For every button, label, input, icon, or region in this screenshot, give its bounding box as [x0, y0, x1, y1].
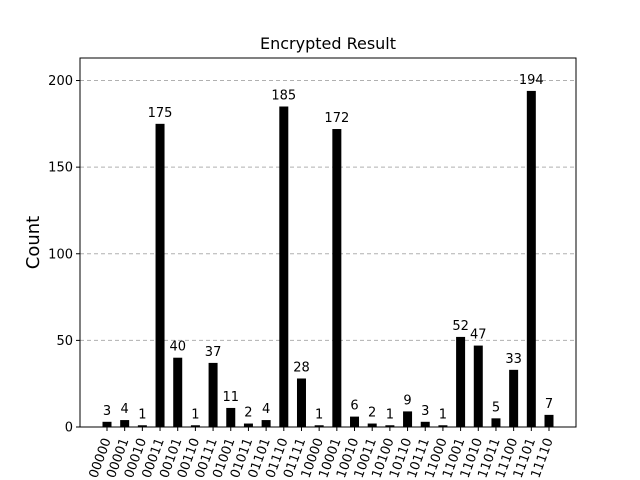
- bar: [420, 421, 430, 427]
- data-label: 1: [386, 407, 394, 422]
- bar: [403, 411, 413, 427]
- bars: [102, 90, 554, 427]
- bar: [279, 106, 289, 427]
- bar: [120, 420, 130, 427]
- data-label: 9: [403, 393, 411, 408]
- data-label: 52: [452, 319, 469, 334]
- y-axis-label: Count: [23, 216, 44, 269]
- bar: [456, 336, 466, 427]
- plot-frame: [79, 57, 577, 428]
- data-label: 175: [148, 106, 173, 121]
- y-tick-label: 150: [48, 161, 73, 176]
- bar: [544, 414, 554, 427]
- data-label: 172: [324, 111, 349, 126]
- bar: [190, 425, 200, 427]
- bar: [243, 423, 253, 427]
- bar: [102, 421, 112, 427]
- data-label: 33: [505, 352, 522, 367]
- data-label: 2: [244, 406, 252, 421]
- bar: [509, 369, 519, 427]
- bar: [473, 345, 483, 427]
- y-tick-label: 100: [48, 247, 73, 262]
- data-label: 185: [271, 89, 296, 104]
- bar: [526, 90, 536, 427]
- bar: [296, 378, 306, 427]
- bar: [261, 420, 271, 427]
- data-label: 194: [519, 73, 544, 88]
- bar: [385, 425, 395, 427]
- bar: [208, 362, 218, 427]
- data-label: 37: [205, 345, 222, 360]
- data-label: 28: [293, 360, 310, 375]
- data-label: 47: [470, 328, 487, 343]
- data-label: 2: [368, 406, 376, 421]
- bar: [155, 123, 165, 427]
- data-label: 1: [315, 407, 323, 422]
- data-label: 1: [138, 407, 146, 422]
- data-label: 1: [191, 407, 199, 422]
- bar: [226, 407, 236, 427]
- data-label: 3: [103, 404, 111, 419]
- data-label: 7: [545, 397, 553, 412]
- data-label: 4: [262, 402, 270, 417]
- bar: [137, 425, 147, 427]
- data-label: 5: [492, 400, 500, 415]
- y-tick-label: 0: [65, 421, 73, 436]
- y-tick-label: 200: [48, 74, 73, 89]
- data-label: 4: [121, 402, 129, 417]
- bar: [367, 423, 377, 427]
- bar: [332, 129, 342, 427]
- bar: [491, 418, 501, 427]
- data-label: 3: [421, 404, 429, 419]
- data-label: 6: [350, 399, 358, 414]
- gridlines: [80, 80, 576, 341]
- bar: [314, 425, 324, 427]
- y-axis-ticks: 0 50 100 150 200: [48, 74, 80, 436]
- data-label: 1: [439, 407, 447, 422]
- x-axis-ticks: 0000000001000100001100101001100011101001…: [87, 427, 557, 480]
- bar: [173, 357, 183, 427]
- y-tick-label: 50: [56, 334, 73, 349]
- bar: [350, 416, 360, 427]
- data-label: 40: [169, 340, 186, 355]
- chart-title: Encrypted Result: [260, 34, 396, 53]
- bar: [438, 425, 448, 427]
- data-label: 11: [222, 390, 239, 405]
